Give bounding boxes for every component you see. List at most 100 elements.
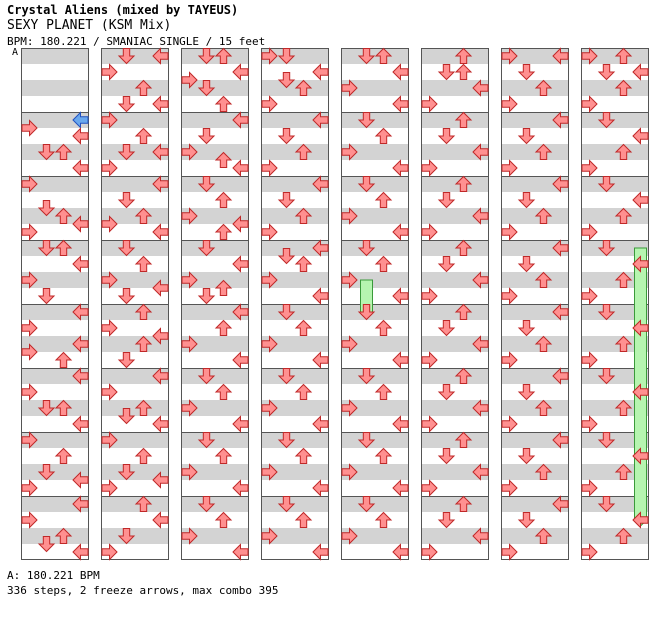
down-arrow-icon (357, 368, 376, 385)
beat-stripe (501, 240, 569, 256)
left-arrow-icon (21, 175, 38, 193)
beat-stripe (181, 240, 249, 256)
chart-column (581, 48, 649, 560)
beat-stripe (341, 240, 409, 256)
left-arrow-icon (421, 287, 438, 305)
left-arrow-icon (261, 47, 278, 65)
down-arrow-icon (357, 432, 376, 449)
up-arrow-icon (134, 255, 153, 272)
down-arrow-icon (437, 128, 456, 145)
down-arrow-icon (277, 128, 296, 145)
right-arrow-icon (72, 255, 89, 273)
up-arrow-icon (214, 223, 233, 240)
right-arrow-icon (632, 383, 649, 401)
up-arrow-icon (454, 63, 473, 80)
left-arrow-icon (581, 47, 598, 65)
left-arrow-icon (581, 543, 598, 561)
beat-stripe (261, 144, 329, 160)
up-arrow-icon (294, 207, 313, 224)
beat-stripe (501, 336, 569, 352)
beat-stripe (501, 80, 569, 96)
left-arrow-icon (101, 479, 118, 497)
up-arrow-icon (614, 143, 633, 160)
left-arrow-icon (261, 159, 278, 177)
right-arrow-icon (312, 63, 329, 81)
chart-column (101, 48, 169, 560)
up-arrow-icon (374, 127, 393, 144)
left-arrow-icon (421, 479, 438, 497)
down-arrow-icon (117, 144, 136, 161)
up-arrow-icon (134, 207, 153, 224)
beat-stripe (21, 176, 89, 192)
beat-stripe (341, 112, 409, 128)
beat-stripe (501, 304, 569, 320)
beat-stripe (21, 304, 89, 320)
down-arrow-icon (517, 320, 536, 337)
down-arrow-icon (357, 112, 376, 129)
left-arrow-icon (421, 351, 438, 369)
up-arrow-icon (134, 79, 153, 96)
left-arrow-icon (581, 95, 598, 113)
down-arrow-icon (117, 408, 136, 425)
up-arrow-icon (214, 383, 233, 400)
down-arrow-icon (597, 304, 616, 321)
up-arrow-icon (614, 207, 633, 224)
beat-stripe (421, 304, 489, 320)
down-arrow-icon (597, 432, 616, 449)
left-arrow-icon (21, 511, 38, 529)
up-arrow-icon (134, 399, 153, 416)
left-arrow-icon (181, 335, 198, 353)
down-arrow-icon (37, 144, 56, 161)
left-arrow-icon (101, 383, 118, 401)
beat-stripe (421, 208, 489, 224)
beat-stripe (181, 368, 249, 384)
down-arrow-icon (517, 512, 536, 529)
down-arrow-icon (437, 192, 456, 209)
down-arrow-icon (517, 128, 536, 145)
beat-stripe (181, 112, 249, 128)
left-arrow-icon (101, 319, 118, 337)
right-arrow-icon (472, 463, 489, 481)
down-arrow-icon (197, 368, 216, 385)
up-arrow-icon (54, 447, 73, 464)
down-arrow-icon (37, 200, 56, 217)
beat-stripe (581, 432, 649, 448)
right-arrow-icon (312, 479, 329, 497)
beat-stripe (581, 368, 649, 384)
down-arrow-icon (277, 304, 296, 321)
up-arrow-icon (374, 47, 393, 64)
right-arrow-icon (152, 175, 169, 193)
down-arrow-icon (277, 432, 296, 449)
up-arrow-icon (134, 303, 153, 320)
right-arrow-icon (72, 215, 89, 233)
beat-stripe (421, 400, 489, 416)
down-arrow-icon (117, 464, 136, 481)
beat-stripe (101, 368, 169, 384)
left-arrow-icon (341, 335, 358, 353)
beat-stripe (261, 464, 329, 480)
up-arrow-icon (454, 111, 473, 128)
down-arrow-icon (117, 48, 136, 65)
chart-column (501, 48, 569, 560)
right-arrow-icon (232, 111, 249, 129)
right-arrow-icon (232, 255, 249, 273)
up-arrow-icon (294, 447, 313, 464)
right-arrow-icon (392, 479, 409, 497)
chart-title: Crystal Aliens (mixed by TAYEUS) (7, 3, 239, 17)
down-arrow-icon (517, 256, 536, 273)
down-arrow-icon (437, 448, 456, 465)
left-arrow-icon (501, 159, 518, 177)
beat-stripe (501, 48, 569, 64)
up-arrow-icon (614, 463, 633, 480)
right-arrow-icon (232, 215, 249, 233)
up-arrow-icon (54, 399, 73, 416)
down-arrow-icon (277, 48, 296, 65)
down-arrow-icon (197, 288, 216, 305)
up-arrow-icon (534, 143, 553, 160)
beat-stripe (501, 496, 569, 512)
up-arrow-icon (54, 143, 73, 160)
beat-stripe (581, 464, 649, 480)
up-arrow-icon (294, 319, 313, 336)
beat-stripe (21, 272, 89, 288)
beat-stripe (581, 176, 649, 192)
